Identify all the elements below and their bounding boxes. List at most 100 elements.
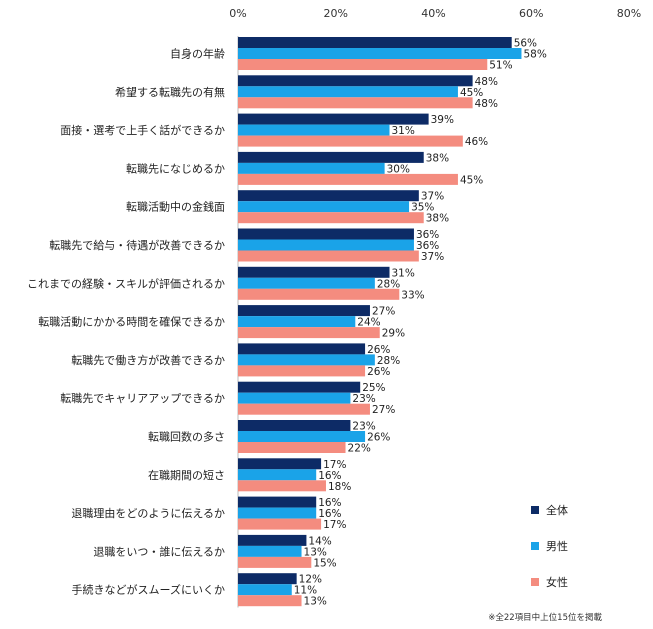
legend-swatch bbox=[531, 542, 539, 550]
data-label: 26% bbox=[367, 366, 390, 378]
data-label: 48% bbox=[475, 98, 498, 110]
category-label: 転職先で給与・待遇が改善できるか bbox=[49, 238, 225, 252]
data-label: 45% bbox=[460, 174, 483, 186]
bar bbox=[238, 507, 317, 519]
data-label: 48% bbox=[475, 76, 498, 88]
data-label: 29% bbox=[382, 328, 405, 340]
bar bbox=[238, 496, 317, 508]
x-tick-label: 80% bbox=[617, 7, 641, 20]
bar bbox=[238, 420, 351, 431]
data-label: 22% bbox=[348, 443, 371, 455]
data-label: 23% bbox=[352, 421, 375, 433]
category-label: 在職期間の短さ bbox=[148, 468, 225, 482]
data-label: 17% bbox=[323, 459, 346, 471]
data-label: 16% bbox=[318, 497, 341, 509]
bar bbox=[238, 97, 473, 109]
bar bbox=[238, 201, 410, 213]
bar bbox=[238, 403, 370, 415]
data-label: 13% bbox=[304, 546, 327, 558]
category-label: 面接・選考で上手く話ができるか bbox=[60, 123, 225, 137]
data-label: 24% bbox=[357, 317, 380, 329]
bar bbox=[238, 316, 356, 328]
x-tick-label: 20% bbox=[324, 7, 348, 20]
data-label: 13% bbox=[304, 596, 327, 608]
bar bbox=[238, 228, 414, 240]
category-label: 転職先で働き方が改善できるか bbox=[71, 353, 225, 367]
bar bbox=[238, 288, 400, 300]
data-label: 39% bbox=[431, 114, 454, 126]
data-label: 26% bbox=[367, 344, 390, 356]
category-label: 自身の年齢 bbox=[170, 47, 225, 61]
bar bbox=[238, 75, 473, 87]
bar bbox=[238, 151, 424, 163]
data-label: 27% bbox=[372, 404, 395, 416]
bar bbox=[238, 431, 366, 442]
bar bbox=[238, 250, 419, 262]
data-label: 14% bbox=[308, 535, 331, 547]
data-label: 36% bbox=[416, 229, 439, 241]
bar bbox=[238, 545, 302, 557]
bar bbox=[238, 573, 297, 585]
bar bbox=[238, 162, 385, 174]
category-label: これまでの経験・スキルが評価されるか bbox=[27, 276, 225, 290]
x-tick-label: 40% bbox=[421, 7, 445, 20]
data-label: 11% bbox=[294, 585, 317, 597]
data-label: 56% bbox=[514, 38, 537, 50]
legend-label: 女性 bbox=[546, 575, 568, 589]
bar bbox=[238, 584, 292, 596]
data-label: 12% bbox=[299, 574, 322, 586]
bar bbox=[238, 534, 307, 546]
data-label: 33% bbox=[401, 289, 424, 301]
data-label: 27% bbox=[372, 306, 395, 318]
bar bbox=[238, 124, 390, 136]
bar bbox=[238, 595, 302, 607]
bar bbox=[238, 59, 488, 70]
data-label: 25% bbox=[362, 382, 385, 394]
bar bbox=[238, 135, 463, 147]
data-label: 36% bbox=[416, 240, 439, 252]
data-label: 38% bbox=[426, 152, 449, 164]
footnote: ※全22項目中上位15位を掲載 bbox=[488, 612, 602, 623]
category-label: 手続きなどがスムーズにいくか bbox=[72, 583, 225, 597]
bar bbox=[238, 37, 512, 48]
bar bbox=[238, 48, 522, 59]
data-label: 28% bbox=[377, 355, 400, 367]
legend-label: 全体 bbox=[546, 503, 568, 517]
bar bbox=[238, 480, 326, 492]
bar bbox=[238, 327, 380, 339]
category-label: 転職先でキャリアアップできるか bbox=[60, 392, 225, 405]
data-label: 45% bbox=[460, 87, 483, 99]
bar bbox=[238, 173, 458, 185]
data-label: 18% bbox=[328, 481, 351, 493]
data-label: 16% bbox=[318, 508, 341, 520]
bar bbox=[238, 518, 322, 530]
category-label: 退職をいつ・誰に伝えるか bbox=[93, 544, 225, 558]
data-label: 51% bbox=[489, 60, 512, 72]
bar bbox=[238, 266, 390, 278]
x-tick-label: 0% bbox=[229, 7, 246, 20]
category-label: 退職理由をどのように伝えるか bbox=[71, 506, 225, 520]
data-label: 31% bbox=[392, 267, 415, 279]
bar bbox=[238, 556, 312, 568]
legend-swatch bbox=[531, 578, 539, 586]
bar bbox=[238, 354, 375, 366]
category-label: 転職活動中の金銭面 bbox=[126, 200, 225, 214]
bars: 56%58%51%48%45%48%39%31%46%38%30%45%37%3… bbox=[238, 37, 547, 608]
data-label: 16% bbox=[318, 470, 341, 482]
data-label: 17% bbox=[323, 519, 346, 531]
bar bbox=[238, 190, 419, 202]
data-label: 23% bbox=[352, 393, 375, 405]
bar bbox=[238, 305, 370, 317]
x-tick-label: 60% bbox=[519, 7, 543, 20]
bar bbox=[238, 212, 424, 224]
legend-label: 男性 bbox=[546, 539, 568, 553]
data-label: 37% bbox=[421, 191, 444, 203]
legend-swatch bbox=[531, 506, 539, 514]
data-label: 37% bbox=[421, 251, 444, 263]
bar bbox=[238, 343, 366, 355]
bar bbox=[238, 392, 351, 404]
data-label: 31% bbox=[392, 125, 415, 137]
bar bbox=[238, 469, 317, 481]
